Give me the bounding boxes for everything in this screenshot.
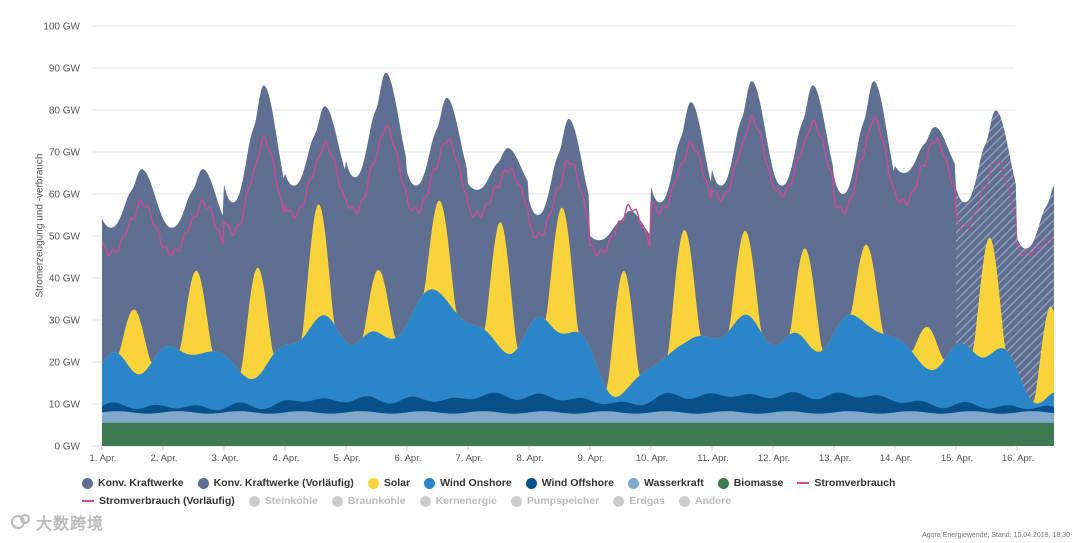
legend-label: Konv. Kraftwerke (Vorläufig)	[213, 477, 354, 489]
legend-item[interactable]: Steinkohle	[248, 495, 318, 507]
lines	[101, 114, 1055, 257]
biomasse-area	[102, 422, 1054, 446]
legend-marker-icon	[248, 495, 260, 507]
legend-label: Andere	[694, 495, 732, 507]
konv-kraftwerke-provisional-area	[956, 110, 1054, 403]
legend-marker-icon	[613, 495, 625, 507]
legend-label: Wind Onshore	[440, 477, 512, 489]
x-tick-label: 15. Apr.	[941, 453, 973, 464]
legend-item[interactable]: Andere	[678, 495, 732, 507]
legend-marker-icon	[424, 477, 436, 489]
legend-marker-icon	[419, 495, 431, 507]
legend-label: Erdgas	[629, 495, 665, 507]
legend-marker-icon	[525, 477, 537, 489]
x-tick-label: 7. Apr.	[456, 453, 483, 464]
legend-label: Pumpspeicher	[526, 495, 600, 507]
legend-item[interactable]: Braunkohle	[331, 495, 406, 507]
legend-item[interactable]: Wasserkraft	[627, 477, 704, 489]
y-tick-label: 60 GW	[49, 190, 81, 201]
legend-item[interactable]: Solar	[367, 477, 411, 489]
x-tick-label: 6. Apr.	[395, 453, 422, 464]
legend-item[interactable]: Biomasse	[717, 477, 784, 489]
legend-item[interactable]: Wind Offshore	[525, 477, 614, 489]
legend-marker-icon	[797, 482, 810, 484]
legend-label: Braunkohle	[347, 495, 406, 507]
x-axis: 1. Apr. 2. Apr. 3. Apr. 4. Apr. 5. Apr. 6. Ap…	[90, 446, 1034, 464]
legend-label: Kernenergie	[435, 495, 497, 507]
x-tick-label: 2. Apr.	[151, 453, 178, 464]
x-tick-label: 3. Apr.	[212, 453, 239, 464]
legend-label: Wasserkraft	[643, 477, 704, 489]
legend-marker-icon	[331, 495, 343, 507]
x-tick-label: 8. Apr.	[517, 453, 544, 464]
legend-marker-icon	[197, 477, 209, 489]
legend-marker-icon	[717, 477, 729, 489]
x-tick-label: 9. Apr.	[578, 453, 605, 464]
stromverbrauch-line	[101, 114, 957, 257]
legend-label: Stromverbrauch (Vorläufig)	[99, 495, 235, 507]
source-credit: Agora Energiewende; Stand: 15.04.2018, 1…	[922, 532, 1070, 539]
y-tick-label: 100 GW	[43, 22, 80, 33]
legend-item[interactable]: Wind Onshore	[424, 477, 512, 489]
legend-marker-icon	[82, 477, 93, 489]
x-tick-label: 16. Apr.	[1002, 453, 1034, 464]
legend-item[interactable]: Kernenergie	[419, 495, 497, 507]
legend-row: Konv. Kraftwerke Konv. Kraftwerke (Vorläu…	[82, 474, 1062, 492]
areas	[102, 72, 1054, 447]
legend-item[interactable]: Pumpspeicher	[510, 495, 600, 507]
y-tick-label: 80 GW	[49, 106, 81, 117]
x-tick-label: 5. Apr.	[334, 453, 361, 464]
legend-label: Konv. Kraftwerke	[98, 477, 184, 489]
y-tick-label: 70 GW	[49, 148, 81, 159]
legend-item[interactable]: Stromverbrauch (Vorläufig)	[82, 495, 235, 507]
y-axis-title: Stromerzeugung und -verbrauch	[34, 153, 46, 298]
legend-marker-icon	[82, 500, 94, 502]
x-tick-label: 13. Apr.	[819, 453, 851, 464]
legend-item[interactable]: Konv. Kraftwerke	[82, 477, 184, 489]
legend-label: Stromverbrauch	[814, 477, 896, 489]
y-tick-label: 50 GW	[49, 232, 81, 243]
watermark: 大数跨境	[10, 510, 104, 534]
watermark-logo-icon	[11, 514, 30, 529]
x-tick-label: 14. Apr.	[880, 453, 912, 464]
legend-label: Wind Offshore	[541, 477, 614, 489]
legend-item[interactable]: Konv. Kraftwerke (Vorläufig)	[197, 477, 354, 489]
legend-marker-icon	[510, 495, 522, 507]
legend-label: Biomasse	[733, 477, 784, 489]
legend: Konv. Kraftwerke Konv. Kraftwerke (Vorläu…	[82, 474, 1062, 510]
legend-row: Stromverbrauch (Vorläufig) Steinkohle Brau…	[82, 492, 1062, 510]
y-tick-label: 90 GW	[49, 64, 81, 75]
watermark-text: 大数跨境	[36, 516, 105, 533]
legend-marker-icon	[627, 477, 639, 489]
legend-label: Steinkohle	[264, 495, 318, 507]
x-tick-label: 12. Apr.	[758, 453, 790, 464]
x-tick-label: 11. Apr.	[697, 453, 729, 464]
legend-item[interactable]: Erdgas	[613, 495, 665, 507]
x-tick-label: 10. Apr.	[636, 453, 668, 464]
legend-label: Solar	[383, 477, 411, 489]
stromverbrauch-provisional-line	[955, 159, 1055, 257]
legend-item[interactable]: Stromverbrauch	[797, 477, 895, 489]
y-axis: 0 GW 10 GW 20 GW 30 GW 40 GW 50 GW 60 GW 70 GW 8…	[43, 22, 80, 453]
legend-marker-icon	[678, 495, 690, 507]
y-tick-label: 0 GW	[54, 442, 80, 453]
legend-marker-icon	[367, 477, 379, 489]
y-tick-label: 40 GW	[49, 274, 81, 285]
y-tick-label: 30 GW	[49, 316, 81, 327]
y-tick-label: 10 GW	[49, 400, 81, 411]
x-tick-label: 1. Apr.	[90, 453, 117, 464]
y-tick-label: 20 GW	[49, 358, 81, 369]
x-tick-label: 4. Apr.	[273, 453, 300, 464]
